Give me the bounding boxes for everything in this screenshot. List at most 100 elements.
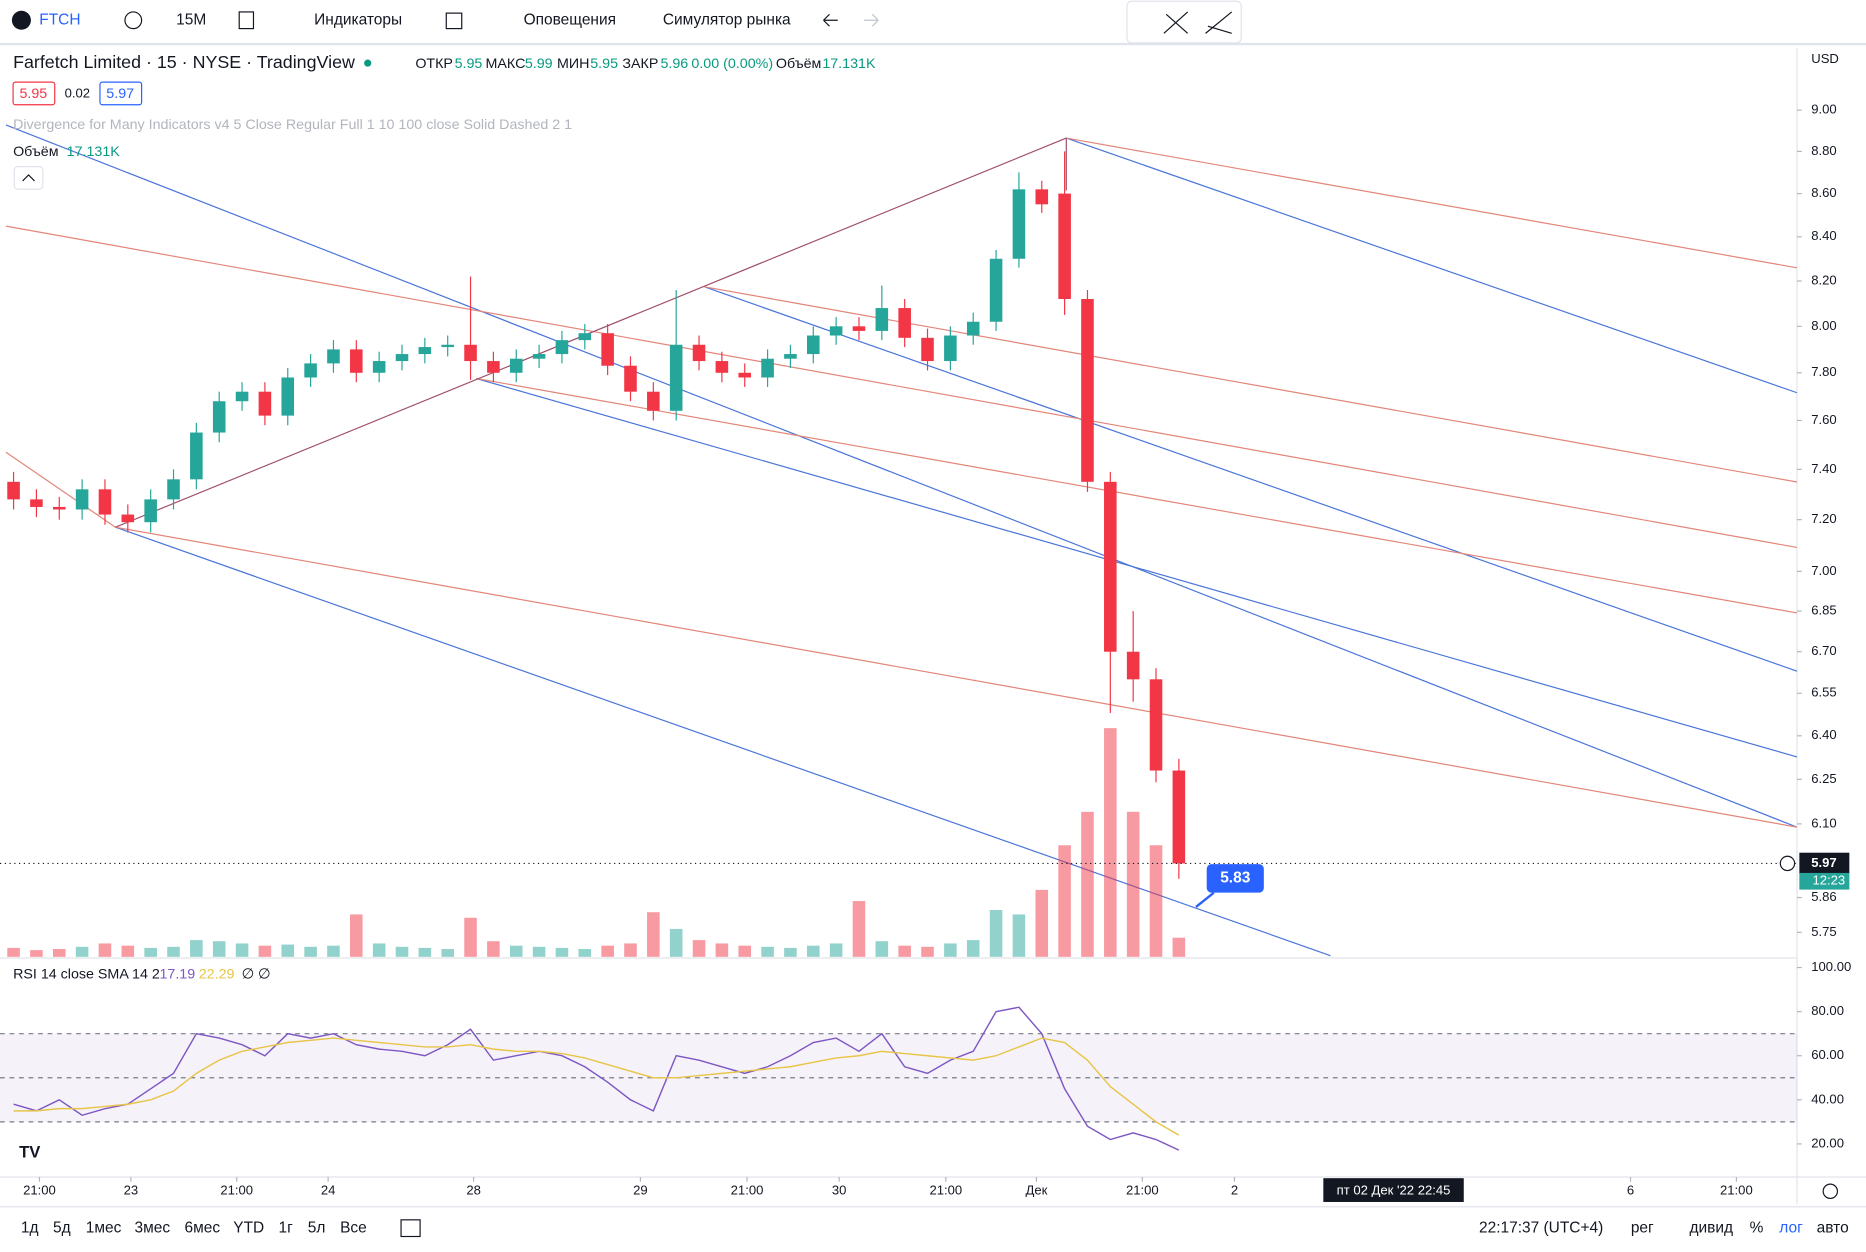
volume-bar — [852, 901, 866, 957]
redo[interactable] — [863, 13, 879, 27]
y-tick-label: 5.86 — [1811, 889, 1836, 904]
range-button[interactable]: 1д — [21, 1219, 39, 1236]
indicators[interactable]: Индикаторы — [314, 11, 402, 28]
replay[interactable]: Симулятор рынка — [663, 11, 791, 28]
volume-bar — [304, 946, 317, 957]
range-button[interactable]: 5л — [308, 1219, 326, 1236]
y-tick-label: 80.00 — [1811, 1003, 1844, 1018]
trend-line[interactable] — [704, 286, 1798, 672]
rsi-legend[interactable]: RSI 14 close SMA 14 2 — [13, 966, 160, 982]
candle-body — [624, 365, 637, 392]
alerts[interactable]: Оповещения — [524, 11, 616, 28]
drawing-toolbar — [1126, 0, 1242, 44]
volume-bar — [1035, 889, 1049, 957]
trend-line[interactable] — [1066, 137, 1798, 269]
tv-logo-text: TV — [19, 1143, 40, 1162]
candle-body — [669, 344, 683, 411]
ask: 5.97 — [106, 86, 134, 102]
countdown: 12:23 — [1812, 873, 1845, 888]
range-button[interactable]: 3мес — [135, 1219, 171, 1236]
candle-body — [692, 344, 706, 362]
collapse-button[interactable] — [13, 166, 44, 190]
scale-option[interactable]: % — [1750, 1219, 1764, 1236]
x-tick-label: 30 — [832, 1183, 847, 1198]
volume-bar — [1126, 811, 1140, 957]
volume-bar — [75, 946, 89, 957]
add-alert[interactable] — [1779, 855, 1796, 872]
scale-option[interactable]: лог — [1779, 1219, 1803, 1236]
volume-bar — [327, 945, 340, 957]
undo[interactable] — [823, 13, 838, 27]
range-button[interactable]: 1мес — [86, 1219, 122, 1236]
legend-value: 5.95 — [455, 56, 483, 72]
range-button[interactable]: YTD — [233, 1219, 264, 1236]
candle-body — [875, 308, 889, 331]
volume-bar — [738, 945, 752, 957]
legend-label: ОТКР — [415, 56, 453, 72]
price-note-pointer — [1195, 891, 1215, 908]
legend-label: Объём — [776, 56, 821, 72]
y-tick-label: 9.00 — [1811, 102, 1836, 117]
candle-body — [921, 337, 934, 362]
candle-body — [966, 321, 980, 336]
legend-value: 17.131K — [822, 56, 876, 72]
candle-body — [738, 372, 752, 378]
candle-body — [601, 333, 614, 366]
ask-box[interactable] — [99, 81, 143, 106]
trend-line[interactable] — [1066, 137, 1798, 394]
layouts[interactable] — [445, 12, 463, 30]
scale-option[interactable]: авто — [1817, 1219, 1849, 1236]
volume-bar — [98, 943, 112, 957]
y-tick-label: 6.40 — [1811, 727, 1836, 742]
legend-title: Farfetch Limited · 15 · NYSE · TradingVi… — [13, 52, 355, 72]
candle-body — [989, 258, 1003, 322]
trend-line[interactable] — [5, 124, 1798, 828]
volume-legend-value: 17.131K — [67, 144, 121, 160]
y-tick-label: 7.60 — [1811, 412, 1836, 427]
trend-line[interactable] — [475, 377, 1798, 614]
y-tick-label: 20.00 — [1811, 1135, 1844, 1150]
candle-body — [1172, 770, 1186, 864]
scale-option[interactable]: рег — [1631, 1219, 1654, 1236]
bid-box[interactable] — [12, 81, 56, 106]
candle-body — [121, 514, 135, 523]
x-tick-label: 21:00 — [1126, 1183, 1159, 1198]
scale-option[interactable]: дивид — [1690, 1219, 1734, 1236]
indicator-legend[interactable]: Divergence for Many Indicators v4 5 Clos… — [13, 117, 572, 133]
last-price: 5.97 — [1811, 855, 1836, 870]
range-button[interactable]: 5д — [53, 1219, 71, 1236]
tool-icon[interactable] — [1205, 11, 1233, 34]
tv-logo[interactable] — [11, 1138, 48, 1168]
candle-body — [304, 363, 317, 378]
candle-body — [761, 358, 774, 378]
rsi-line — [13, 1037, 1180, 1136]
trend-line[interactable] — [115, 137, 1067, 528]
candle-body — [235, 391, 249, 402]
range-button[interactable]: Все — [340, 1219, 367, 1236]
range-button[interactable]: 6мес — [185, 1219, 221, 1236]
symbol[interactable]: FTCH — [39, 11, 80, 28]
trend-line[interactable] — [475, 377, 1798, 758]
tool-icon[interactable] — [1163, 11, 1189, 34]
currency[interactable]: USD — [1811, 51, 1839, 66]
trend-line[interactable] — [5, 225, 1798, 549]
candle-body — [372, 361, 386, 373]
candle-body — [898, 308, 911, 338]
settings[interactable] — [1822, 1183, 1839, 1200]
volume-bar — [624, 943, 637, 957]
candle-body — [715, 361, 729, 373]
volume-legend[interactable]: Объём — [13, 144, 58, 160]
volume-bar — [966, 940, 980, 957]
price-note-box[interactable] — [1206, 864, 1264, 893]
add-symbol[interactable] — [124, 11, 143, 30]
trend-line[interactable] — [5, 451, 116, 528]
interval[interactable]: 15M — [176, 11, 206, 28]
bid: 5.95 — [19, 86, 47, 102]
volume-bar — [487, 941, 500, 957]
range-button[interactable]: 1г — [278, 1219, 293, 1236]
chart-type[interactable] — [238, 11, 255, 30]
date-range[interactable] — [400, 1219, 421, 1238]
volume-bar — [509, 945, 523, 957]
candle-body — [98, 489, 112, 515]
trend-line[interactable] — [115, 526, 1798, 828]
